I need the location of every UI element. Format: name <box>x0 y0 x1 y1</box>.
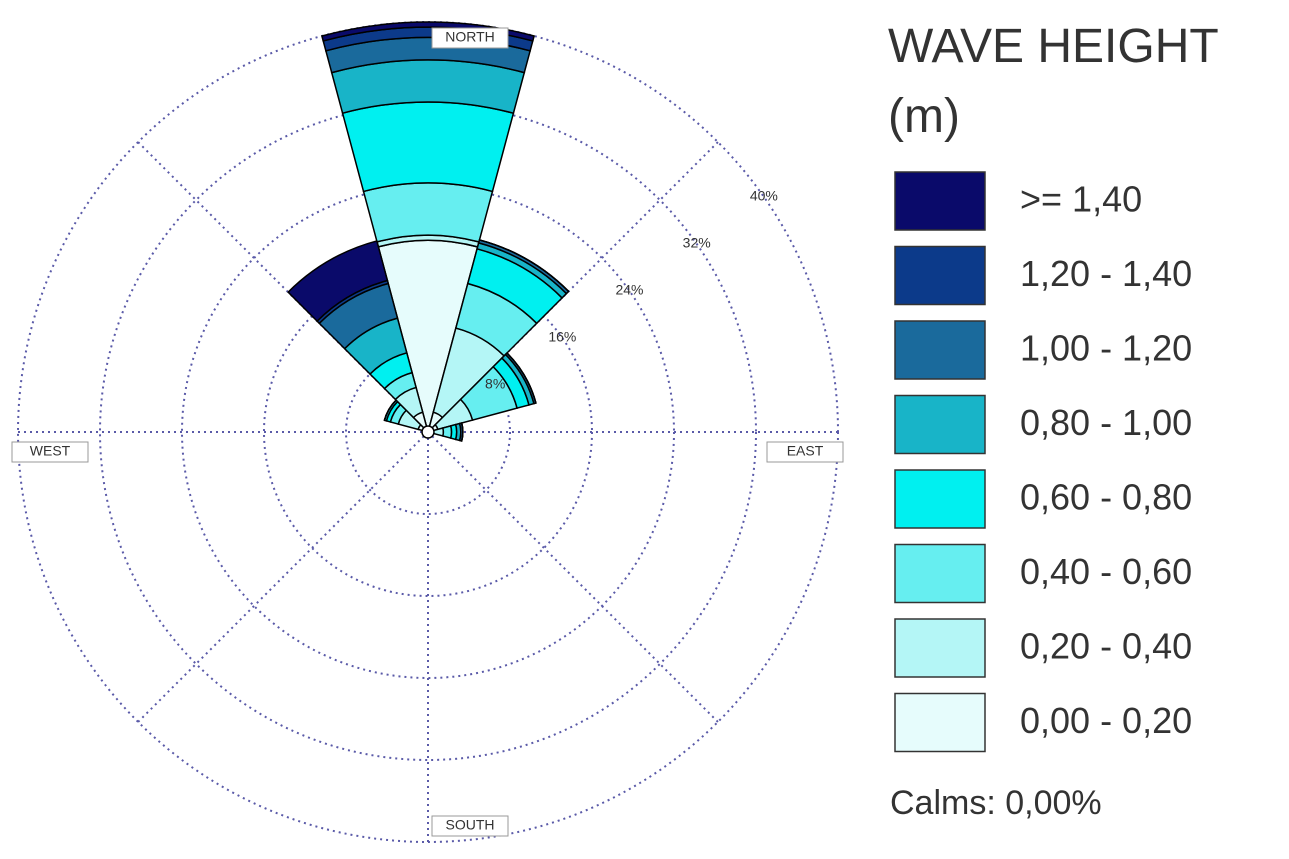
direction-label: WEST <box>30 443 71 459</box>
sector <box>362 182 494 243</box>
spoke <box>427 141 719 433</box>
calms-label: Calms: 0,00% <box>890 784 1102 822</box>
r-tick-label: 32% <box>683 235 711 251</box>
legend-swatch <box>894 171 986 231</box>
calm-circle <box>421 425 435 439</box>
sector <box>506 352 537 404</box>
legend-label: 0,40 - 0,60 <box>1020 551 1192 592</box>
r-tick-label: 24% <box>615 282 643 298</box>
sector <box>441 424 453 440</box>
labels: 8% 16% 24% 32% 40% NORTH EAST SOUTH WEST <box>11 27 844 837</box>
direction-box <box>431 815 509 837</box>
legend-swatch <box>894 245 986 306</box>
r-tick-label: 40% <box>750 188 778 204</box>
legend-swatch <box>894 469 986 529</box>
direction-label: SOUTH <box>446 817 495 833</box>
r-tick-label: 16% <box>548 329 576 345</box>
sector <box>341 101 515 193</box>
legend-title: WAVE HEIGHT (m) <box>888 20 1218 143</box>
legend-label: 0,80 - 1,00 <box>1020 402 1192 443</box>
sectors <box>287 21 570 442</box>
legend-label: 1,00 - 1,20 <box>1020 328 1192 369</box>
legend-swatch <box>894 692 986 753</box>
spoke <box>427 431 719 723</box>
legend-swatch <box>894 320 986 380</box>
legend-swatch <box>894 394 986 455</box>
grid-ring <box>99 103 757 761</box>
spoke <box>137 141 429 433</box>
direction-box <box>431 27 509 49</box>
direction-box <box>766 441 844 463</box>
sector <box>479 239 570 292</box>
legend-label: 1,20 - 1,40 <box>1020 253 1192 294</box>
direction-label: EAST <box>787 443 824 459</box>
grid-ring <box>263 267 593 597</box>
sector <box>320 21 536 42</box>
spoke <box>137 431 429 723</box>
grid-ring <box>17 21 839 843</box>
sector <box>287 239 389 323</box>
r-tick-label: 8% <box>485 376 505 392</box>
legend-label: 0,20 - 0,40 <box>1020 626 1192 667</box>
direction-box <box>11 441 89 463</box>
direction-label: NORTH <box>445 29 495 45</box>
legend-swatch <box>894 618 986 678</box>
legend-swatch <box>894 543 986 604</box>
legend-label: 0,00 - 0,20 <box>1020 700 1192 741</box>
legend-label: 0,60 - 0,80 <box>1020 477 1192 518</box>
legend-label: >= 1,40 <box>1020 179 1142 220</box>
